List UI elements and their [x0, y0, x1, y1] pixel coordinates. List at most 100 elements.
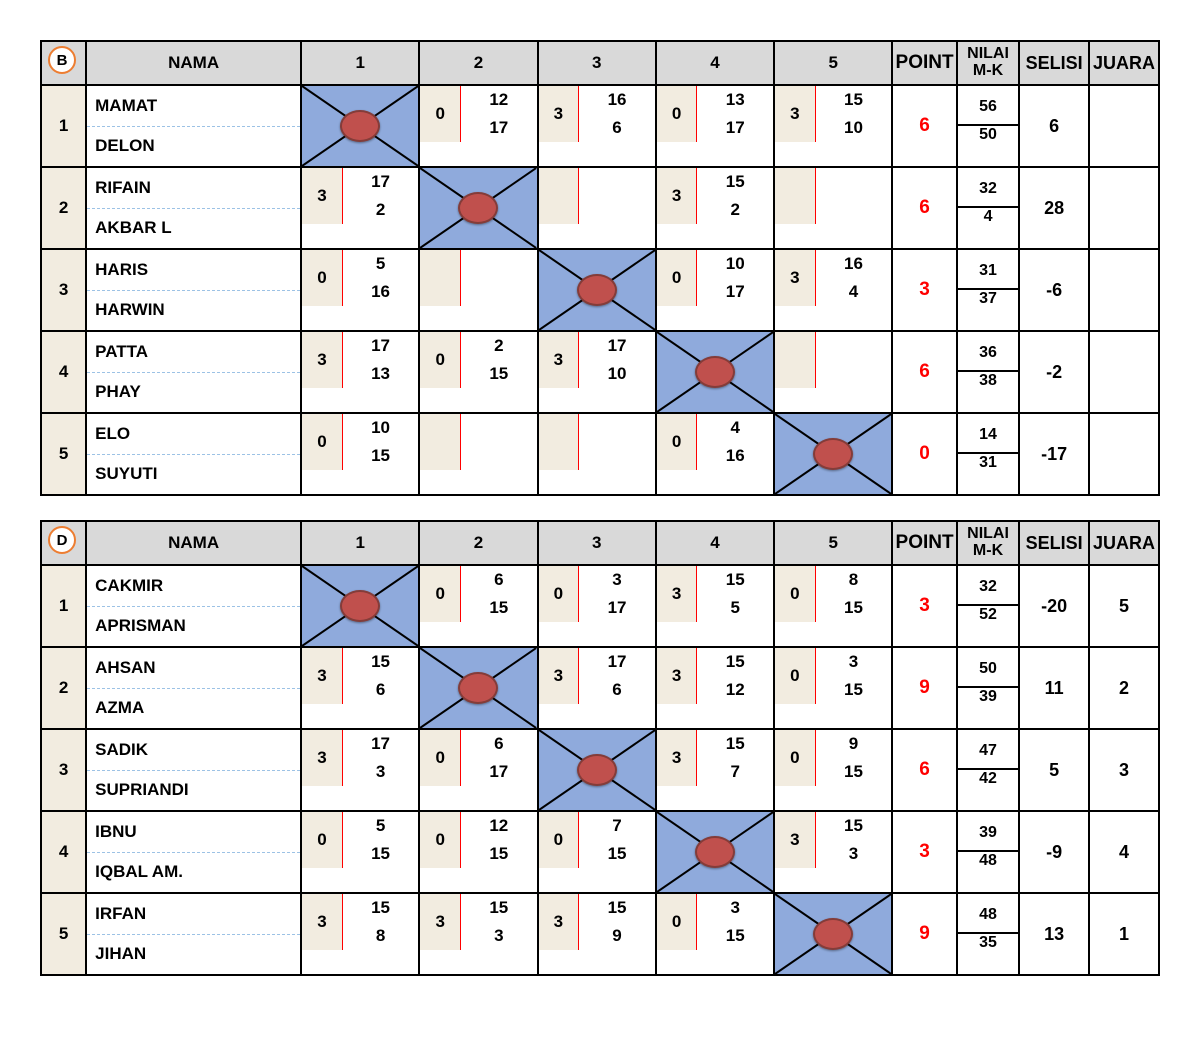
table-row: 5 ELO 0 10 15: [41, 413, 1159, 454]
diagonal-cell: [419, 167, 537, 249]
score-bottom: 3: [461, 922, 537, 950]
match-points: 0: [775, 730, 815, 786]
score-top: 7: [579, 812, 655, 840]
score-bottom: 9: [579, 922, 655, 950]
group-label-cell: B: [41, 41, 86, 85]
row-number: 5: [41, 413, 86, 495]
header-col-1: 1: [301, 521, 419, 565]
header-nama: NAMA: [86, 521, 301, 565]
score-bottom: [815, 196, 891, 224]
nilai-cell: 48 35: [957, 893, 1019, 975]
player-name-top: RIFAIN: [86, 167, 301, 208]
score-top: [579, 168, 655, 196]
score-bottom: 6: [579, 676, 655, 704]
score-bottom: [461, 442, 537, 470]
match-cell: [419, 413, 537, 495]
match-points: [420, 250, 460, 306]
score-bottom: 17: [461, 758, 537, 786]
match-points: 3: [775, 250, 815, 306]
score-bottom: 15: [461, 840, 537, 868]
nilai-cell: 32 52: [957, 565, 1019, 647]
nilai-cell: 39 48: [957, 811, 1019, 893]
score-bottom: 10: [815, 114, 891, 142]
table-row: 5 IRFAN 3 15 8 3 15 3 3: [41, 893, 1159, 934]
point-value: 9: [892, 647, 957, 729]
score-bottom: 15: [815, 676, 891, 704]
score-top: 17: [342, 730, 418, 758]
match-cell: 0 7 15: [538, 811, 656, 893]
nilai-bot: 38: [958, 372, 1018, 400]
group-label-circle: B: [48, 46, 76, 74]
match-points: [775, 332, 815, 388]
table-row: 1 CAKMIR 0 6 15 0 3: [41, 565, 1159, 606]
match-points: 3: [775, 86, 815, 142]
row-number: 1: [41, 85, 86, 167]
match-points: 3: [657, 566, 697, 622]
match-cell: [419, 249, 537, 331]
header-col-5: 5: [774, 41, 892, 85]
player-name-bottom: HARWIN: [86, 290, 301, 331]
nilai-cell: 32 4: [957, 167, 1019, 249]
score-top: 15: [342, 894, 418, 922]
nilai-bot: 48: [958, 852, 1018, 880]
score-top: 13: [697, 86, 773, 114]
score-top: 6: [461, 730, 537, 758]
match-points: 3: [657, 168, 697, 224]
header-juara: JUARA: [1089, 41, 1159, 85]
juara-value: [1089, 167, 1159, 249]
match-cell: 3 15 6: [301, 647, 419, 729]
score-top: 15: [697, 566, 773, 594]
table-row: 3 HARIS 0 5 16: [41, 249, 1159, 290]
nilai-top: 48: [958, 906, 1018, 934]
match-points: [539, 414, 579, 470]
point-value: 3: [892, 811, 957, 893]
point-value: 3: [892, 249, 957, 331]
diagonal-cell: [301, 85, 419, 167]
nilai-top: 50: [958, 660, 1018, 688]
nilai-bot: 37: [958, 290, 1018, 318]
header-nama: NAMA: [86, 41, 301, 85]
point-value: 3: [892, 565, 957, 647]
score-bottom: 15: [697, 922, 773, 950]
match-cell: 0 3 17: [538, 565, 656, 647]
score-top: [461, 250, 537, 278]
score-bottom: 2: [342, 196, 418, 224]
juara-value: [1089, 249, 1159, 331]
match-points: 0: [302, 250, 342, 306]
score-bottom: [579, 196, 655, 224]
match-cell: 0 12 17: [419, 85, 537, 167]
player-name-top: IRFAN: [86, 893, 301, 934]
match-cell: 0 2 15: [419, 331, 537, 413]
player-name-top: HARIS: [86, 249, 301, 290]
score-bottom: 17: [697, 114, 773, 142]
row-number: 2: [41, 167, 86, 249]
table-row: 3 SADIK 3 17 3 0 6 17: [41, 729, 1159, 770]
header-nilai: NILAIM-K: [957, 41, 1019, 85]
score-top: 16: [579, 86, 655, 114]
match-cell: 0 5 15: [301, 811, 419, 893]
score-top: 12: [461, 812, 537, 840]
score-top: 5: [342, 812, 418, 840]
point-value: 6: [892, 331, 957, 413]
juara-value: 5: [1089, 565, 1159, 647]
juara-value: 3: [1089, 729, 1159, 811]
match-cell: 3 15 9: [538, 893, 656, 975]
nilai-cell: 14 31: [957, 413, 1019, 495]
header-col-4: 4: [656, 521, 774, 565]
match-points: 0: [420, 730, 460, 786]
player-name-bottom: AZMA: [86, 688, 301, 729]
table-row: 4 IBNU 0 5 15 0 12 15 0: [41, 811, 1159, 852]
player-name-top: PATTA: [86, 331, 301, 372]
match-cell: 3 17 13: [301, 331, 419, 413]
nilai-bot: 31: [958, 454, 1018, 482]
header-selisi: SELISI: [1019, 41, 1089, 85]
match-points: 3: [302, 730, 342, 786]
score-top: 4: [697, 414, 773, 442]
match-cell: 3 15 3: [419, 893, 537, 975]
header-point: POINT: [892, 41, 957, 85]
header-col-4: 4: [656, 41, 774, 85]
match-cell: 3 15 7: [656, 729, 774, 811]
row-number: 1: [41, 565, 86, 647]
match-points: 3: [657, 730, 697, 786]
score-bottom: 3: [815, 840, 891, 868]
